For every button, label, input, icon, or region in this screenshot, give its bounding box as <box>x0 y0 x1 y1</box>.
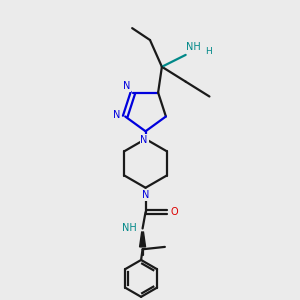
Text: H: H <box>206 47 212 56</box>
Text: N: N <box>142 190 149 200</box>
Text: N: N <box>112 110 120 120</box>
Text: O: O <box>171 207 178 217</box>
Text: N: N <box>123 81 131 91</box>
Text: N: N <box>140 135 148 145</box>
Text: NH: NH <box>186 43 200 52</box>
Text: NH: NH <box>122 223 136 232</box>
Text: NH: NH <box>122 223 136 232</box>
Polygon shape <box>140 232 146 247</box>
